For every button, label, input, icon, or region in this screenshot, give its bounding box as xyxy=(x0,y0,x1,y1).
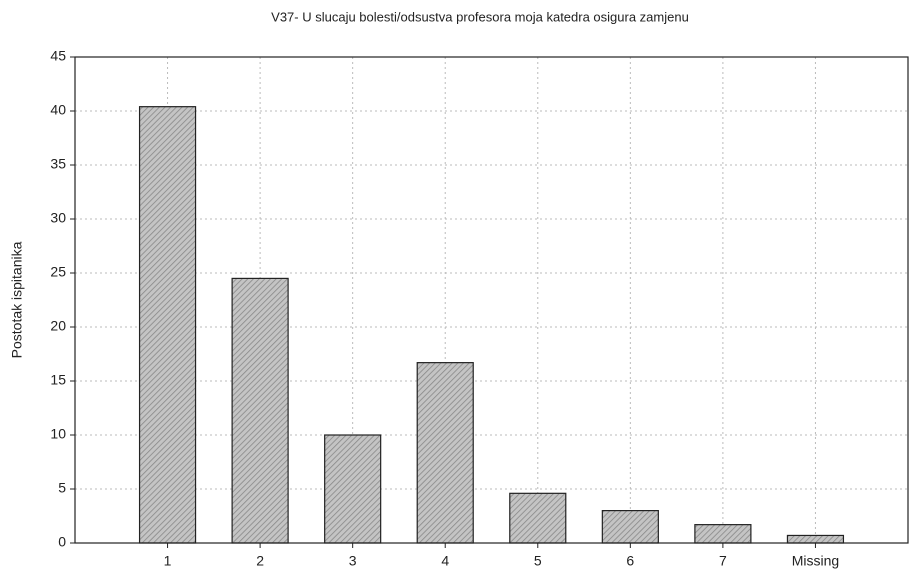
y-axis-label: Postotak ispitanika xyxy=(9,241,25,358)
y-tick-label: 10 xyxy=(50,426,66,442)
bar xyxy=(786,534,845,544)
x-tick-label: 4 xyxy=(441,553,449,569)
bar xyxy=(138,106,197,544)
bar xyxy=(509,492,567,544)
chart-title: V37- U slucaju bolesti/odsustva profesor… xyxy=(271,9,689,24)
y-tick-label: 5 xyxy=(58,480,66,496)
y-tick-label: 20 xyxy=(50,318,66,334)
x-tick-label: 2 xyxy=(256,553,264,569)
y-tick-label: 0 xyxy=(58,534,66,550)
x-tick-label: 5 xyxy=(534,553,542,569)
y-tick-label: 45 xyxy=(50,48,66,64)
y-tick-label: 25 xyxy=(50,264,66,280)
y-tick-label: 15 xyxy=(50,372,66,388)
x-tick-label: Missing xyxy=(792,553,839,569)
bar xyxy=(694,524,752,544)
x-tick-label: 6 xyxy=(626,553,634,569)
bar xyxy=(601,510,659,544)
x-tick-label: 3 xyxy=(349,553,357,569)
x-tick-label: 7 xyxy=(719,553,727,569)
y-tick-label: 35 xyxy=(50,156,66,172)
y-tick-label: 30 xyxy=(50,210,66,226)
x-tick-label: 1 xyxy=(164,553,172,569)
bar xyxy=(416,362,474,544)
plot-frame xyxy=(74,56,909,544)
y-tick-label: 40 xyxy=(50,102,66,118)
bar xyxy=(324,434,382,544)
bar xyxy=(231,277,289,544)
